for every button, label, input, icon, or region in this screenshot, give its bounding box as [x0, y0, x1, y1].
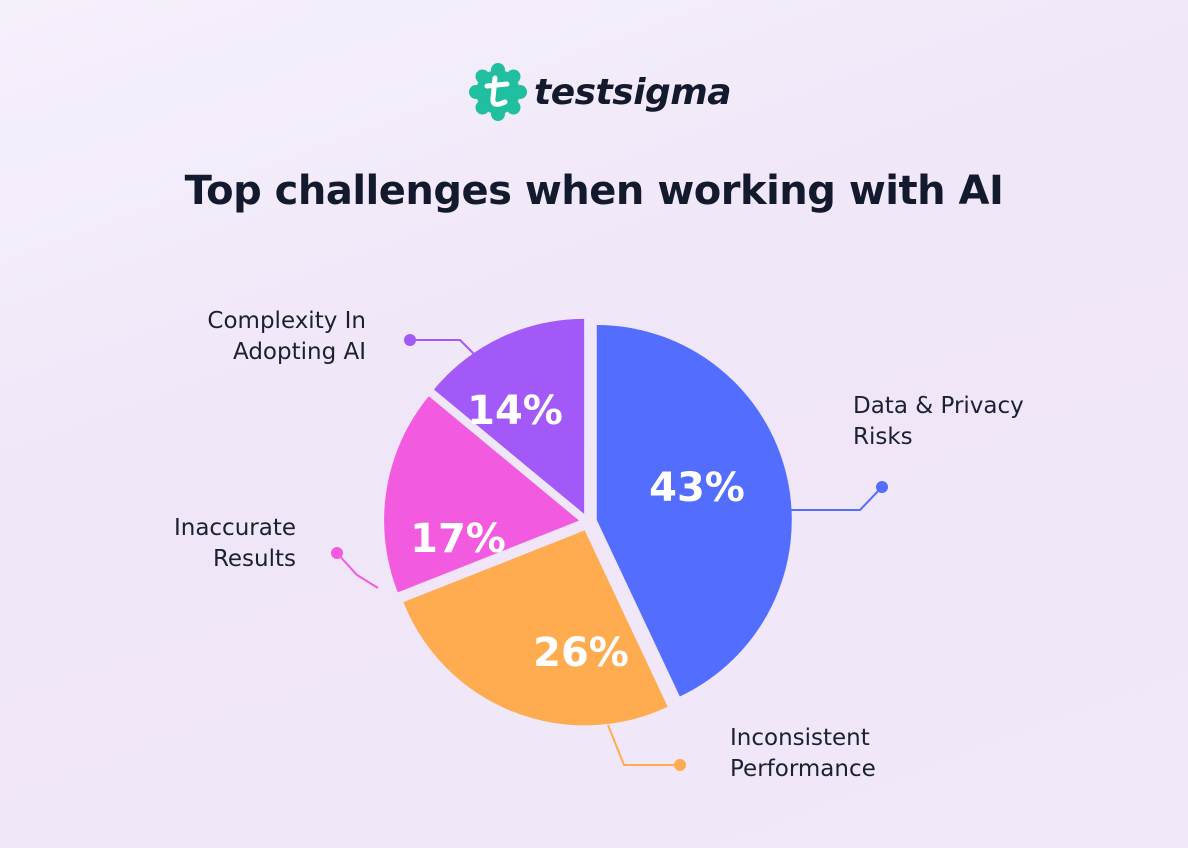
category-label: Complexity In Adopting AI: [207, 308, 366, 365]
leader-dot: [876, 481, 888, 493]
category-label: Inaccurate Results: [173, 515, 296, 572]
pie-slice: [384, 396, 580, 593]
category-label: Inconsistent Performance: [730, 725, 876, 782]
leader-line: [336, 552, 379, 589]
logo-text: testsigma: [534, 71, 732, 113]
value-label: 17%: [410, 516, 506, 562]
leader-dot: [331, 547, 343, 559]
category-label: Data & Privacy Risks: [853, 393, 1024, 450]
logo: testsigma: [468, 60, 732, 124]
leader-dot: [404, 334, 416, 346]
leader-line: [790, 486, 883, 511]
leader-line: [410, 339, 479, 359]
pie-slice: [433, 318, 585, 514]
leader-line: [607, 724, 680, 766]
value-label: 43%: [649, 465, 745, 511]
pie-slice: [403, 530, 668, 726]
value-label: 26%: [533, 630, 629, 676]
value-label: 14%: [467, 388, 563, 434]
logo-icon: [469, 63, 527, 121]
leader-dot: [674, 759, 686, 771]
chart-title: Top challenges when working with AI: [184, 168, 1004, 214]
pie-slice: [596, 325, 792, 697]
